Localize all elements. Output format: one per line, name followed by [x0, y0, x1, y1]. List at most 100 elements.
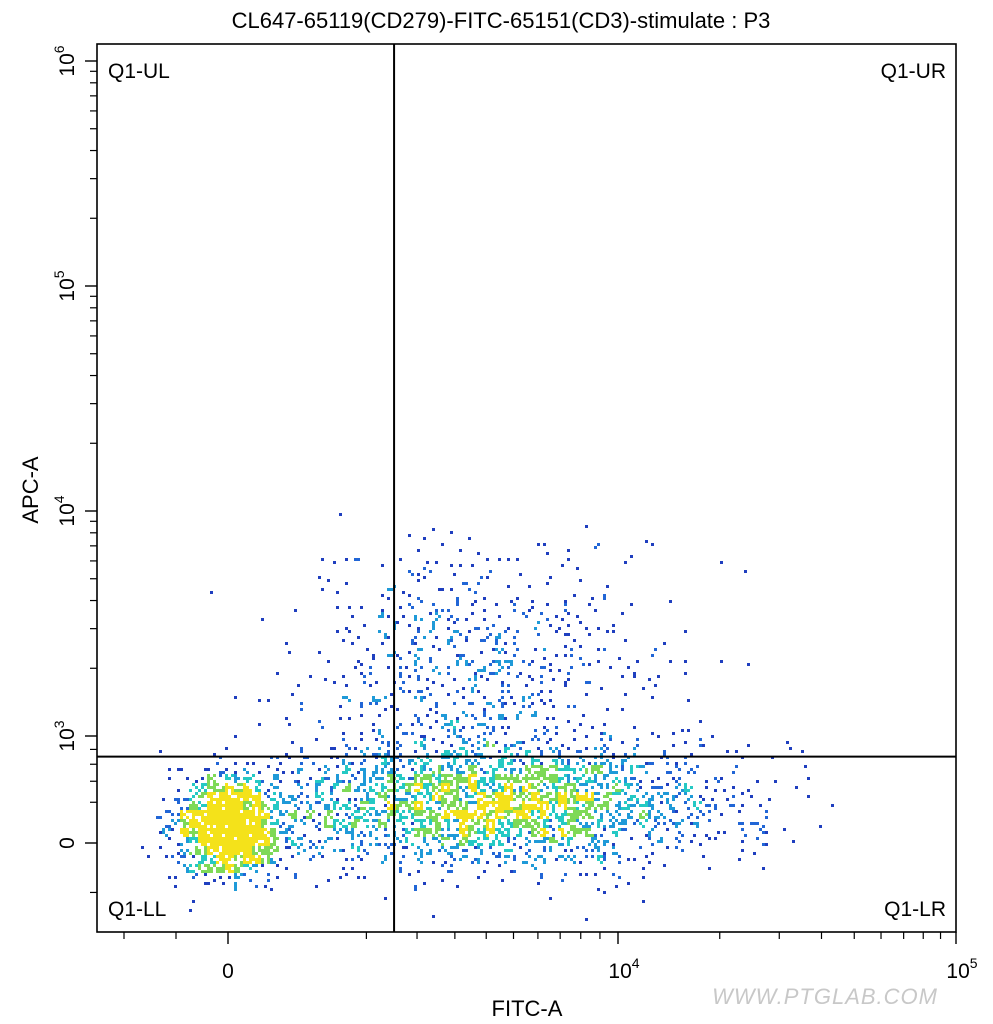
data-point — [603, 774, 606, 777]
data-point — [429, 822, 432, 825]
data-point — [498, 558, 501, 561]
data-point — [498, 852, 501, 855]
data-point — [255, 861, 258, 864]
data-point — [198, 810, 201, 813]
data-point — [588, 816, 591, 819]
data-point — [516, 741, 519, 744]
data-point — [288, 795, 291, 798]
data-point — [675, 837, 678, 840]
data-point — [402, 786, 405, 789]
data-point — [681, 849, 684, 852]
data-point — [555, 759, 558, 762]
data-point — [537, 810, 540, 813]
data-point — [645, 855, 648, 858]
data-point — [435, 609, 438, 612]
data-point — [381, 615, 384, 618]
data-point — [555, 816, 558, 819]
data-point — [576, 750, 579, 753]
data-point — [243, 789, 246, 792]
data-point — [219, 807, 222, 810]
data-point — [567, 777, 570, 780]
data-point — [468, 630, 471, 633]
data-points — [141, 513, 834, 921]
data-point — [753, 852, 756, 855]
data-point — [564, 783, 567, 786]
data-point — [453, 621, 456, 624]
data-point — [489, 570, 492, 573]
data-point — [357, 771, 360, 774]
data-point — [675, 786, 678, 789]
data-point — [486, 813, 489, 816]
data-point — [213, 789, 216, 792]
data-point — [693, 822, 696, 825]
data-point — [399, 675, 402, 678]
data-point — [360, 750, 363, 753]
data-point — [420, 696, 423, 699]
data-point — [381, 777, 384, 780]
data-point — [489, 846, 492, 849]
data-point — [174, 876, 177, 879]
data-point — [348, 762, 351, 765]
data-point — [510, 663, 513, 666]
data-point — [666, 828, 669, 831]
data-point — [552, 828, 555, 831]
data-point — [606, 759, 609, 762]
data-point — [234, 846, 237, 849]
data-point — [600, 687, 603, 690]
data-point — [579, 645, 582, 648]
data-point — [189, 831, 192, 834]
data-point — [459, 657, 462, 660]
data-point — [444, 777, 447, 780]
data-point — [498, 615, 501, 618]
data-point — [324, 819, 327, 822]
data-point — [396, 798, 399, 801]
data-point — [252, 810, 255, 813]
data-point — [327, 579, 330, 582]
data-point — [732, 786, 735, 789]
data-point — [468, 783, 471, 786]
data-point — [387, 774, 390, 777]
data-point — [246, 789, 249, 792]
data-point — [390, 852, 393, 855]
data-point — [192, 804, 195, 807]
data-point — [204, 831, 207, 834]
data-point — [690, 768, 693, 771]
data-point — [633, 822, 636, 825]
data-point — [387, 813, 390, 816]
data-point — [264, 819, 267, 822]
data-point — [198, 837, 201, 840]
data-point — [222, 861, 225, 864]
data-point — [249, 777, 252, 780]
data-point — [441, 783, 444, 786]
data-point — [591, 834, 594, 837]
data-point — [537, 801, 540, 804]
data-point — [471, 861, 474, 864]
data-point — [549, 792, 552, 795]
data-point — [351, 858, 354, 861]
data-point — [228, 864, 231, 867]
data-point — [603, 852, 606, 855]
data-point — [447, 822, 450, 825]
data-point — [612, 843, 615, 846]
data-point — [690, 813, 693, 816]
data-point — [390, 810, 393, 813]
data-point — [456, 771, 459, 774]
data-point — [225, 777, 228, 780]
data-point — [345, 582, 348, 585]
data-point — [186, 870, 189, 873]
data-point — [363, 774, 366, 777]
data-point — [612, 831, 615, 834]
data-point — [573, 813, 576, 816]
data-point — [267, 807, 270, 810]
data-point — [438, 777, 441, 780]
data-point — [438, 807, 441, 810]
data-point — [243, 777, 246, 780]
data-point — [378, 615, 381, 618]
data-point — [447, 639, 450, 642]
data-point — [318, 795, 321, 798]
data-point — [498, 804, 501, 807]
data-point — [465, 810, 468, 813]
data-point — [399, 840, 402, 843]
data-point — [411, 759, 414, 762]
data-point — [624, 561, 627, 564]
